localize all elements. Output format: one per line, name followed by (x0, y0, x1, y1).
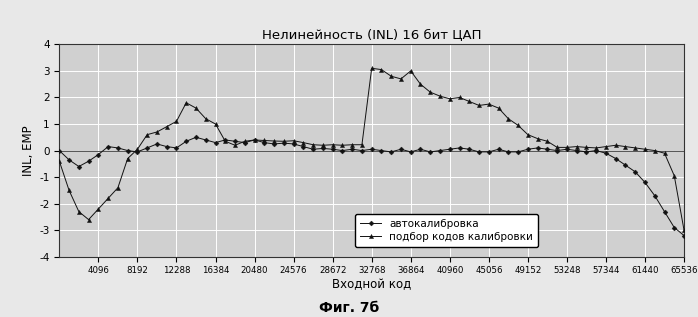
подбор кодов калибровки (602, 145, 610, 148)
автокалибровка (192, 135, 200, 139)
автокалибровка (251, 138, 259, 142)
автокалибровка (55, 149, 64, 152)
автокалибровка (602, 151, 610, 155)
подбор кодов калибровки (202, 117, 210, 121)
автокалибровка (680, 234, 688, 237)
подбор кодов калибровки (241, 139, 249, 143)
Y-axis label: INL, ЕМР: INL, ЕМР (22, 125, 35, 176)
Title: Нелинейность (INL) 16 бит ЦАП: Нелинейность (INL) 16 бит ЦАП (262, 29, 482, 42)
Text: Фиг. 7б: Фиг. 7б (319, 301, 379, 315)
автокалибровка (329, 147, 337, 151)
Line: автокалибровка: автокалибровка (58, 136, 685, 237)
автокалибровка (660, 210, 669, 214)
Legend: автокалибровка, подбор кодов калибровки: автокалибровка, подбор кодов калибровки (355, 214, 538, 247)
подбор кодов калибровки (367, 66, 376, 70)
автокалибровка (387, 150, 395, 154)
X-axis label: Входной код: Входной код (332, 278, 411, 291)
подбор кодов калибровки (319, 143, 327, 147)
автокалибровка (211, 141, 220, 145)
подбор кодов калибровки (680, 228, 688, 232)
подбор кодов калибровки (660, 151, 669, 155)
подбор кодов калибровки (387, 74, 395, 78)
Line: подбор кодов калибровки: подбор кодов калибровки (57, 66, 686, 232)
подбор кодов калибровки (55, 159, 64, 163)
